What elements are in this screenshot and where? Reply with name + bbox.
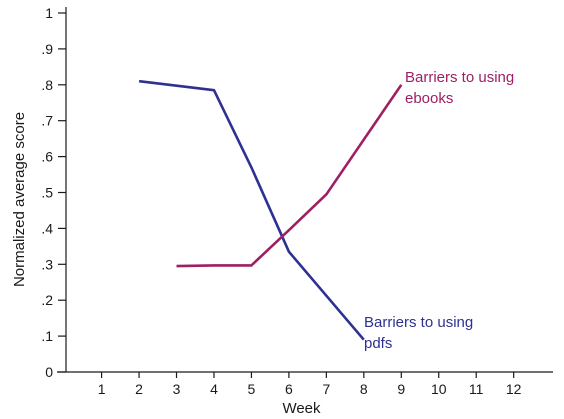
x-tick-label: 9 <box>397 381 405 397</box>
series-label-pdfs: Barriers to using <box>364 314 473 331</box>
y-tick-label: .1 <box>41 328 53 344</box>
y-axis-title: Normalized average score <box>11 112 28 287</box>
x-tick-label: 10 <box>431 381 447 397</box>
series-line-pdfs <box>138 79 365 341</box>
y-tick-label: .3 <box>41 256 53 272</box>
x-tick-label: 12 <box>506 381 522 397</box>
y-axis-ticks: 0 .1 .2 .3 .4 .5 .6 .7 .8 .9 1 <box>41 5 66 380</box>
x-tick-label: 3 <box>173 381 181 397</box>
series-label-pdfs: pdfs <box>364 335 392 352</box>
y-tick-label: .7 <box>41 113 53 129</box>
x-axis-ticks: 1 2 3 4 5 6 7 8 9 10 11 12 <box>98 372 522 397</box>
x-axis-title: Week <box>282 400 321 417</box>
x-tick-label: 1 <box>98 381 106 397</box>
x-tick-label: 7 <box>322 381 330 397</box>
y-tick-label: .4 <box>41 220 53 236</box>
y-tick-label: .8 <box>41 77 53 93</box>
y-tick-label: .9 <box>41 41 53 57</box>
x-tick-label: 5 <box>248 381 256 397</box>
series-line-ebooks <box>176 84 403 268</box>
y-tick-label: 0 <box>45 364 53 380</box>
x-tick-label: 6 <box>285 381 293 397</box>
x-tick-label: 2 <box>135 381 143 397</box>
x-tick-label: 4 <box>210 381 218 397</box>
x-tick-label: 8 <box>360 381 368 397</box>
x-tick-label: 11 <box>469 381 484 397</box>
y-tick-label: 1 <box>45 5 53 21</box>
chart-axes <box>57 7 553 373</box>
series-label-ebooks: Barriers to using <box>405 69 514 86</box>
series-label-ebooks: ebooks <box>405 90 453 107</box>
y-tick-label: .2 <box>41 292 53 308</box>
y-tick-label: .5 <box>41 185 53 201</box>
series-labels: Barriers to using pdfs Barriers to using eb… <box>364 69 514 352</box>
y-tick-label: .6 <box>41 149 53 165</box>
series-layer <box>138 79 403 341</box>
